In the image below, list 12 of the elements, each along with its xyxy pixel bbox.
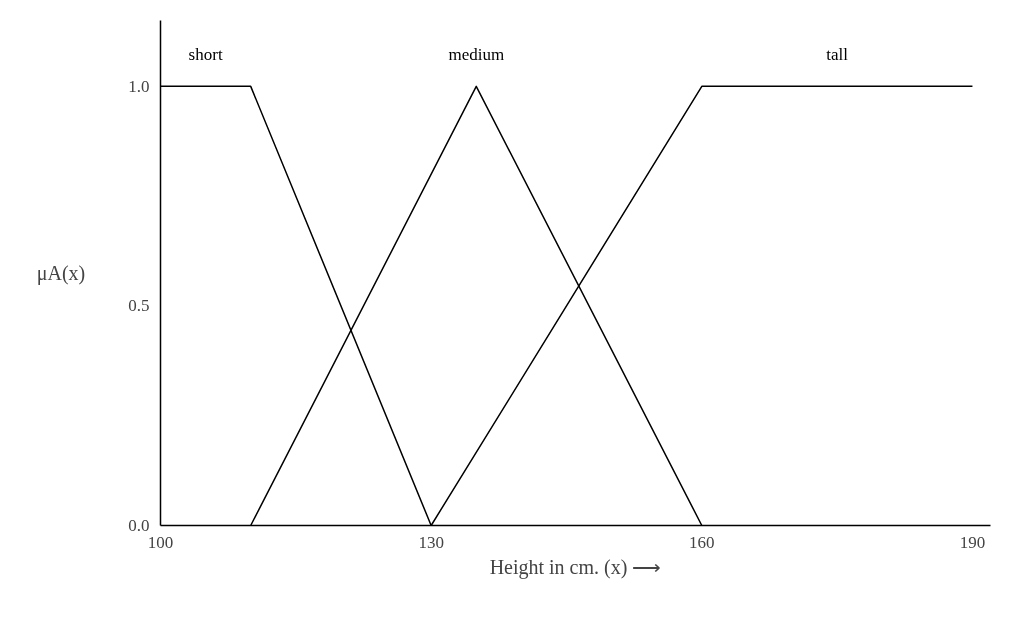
x-tick-label: 100 [147,532,174,552]
x-tick-label: 130 [418,532,444,552]
x-tick-label: 190 [959,532,986,552]
x-tick-label: 160 [689,532,715,552]
y-tick-label: 0.0 [128,516,150,535]
series-label: medium [448,45,505,65]
series-label: short [188,45,223,65]
y-tick-label: 0.5 [128,296,150,316]
series-label: tall [826,45,849,65]
y-tick-label: 1.0 [128,76,150,96]
x-axis-title: Height in cm. (x) ⟶ [489,555,662,579]
y-axis-title: μA(x) [36,262,86,285]
